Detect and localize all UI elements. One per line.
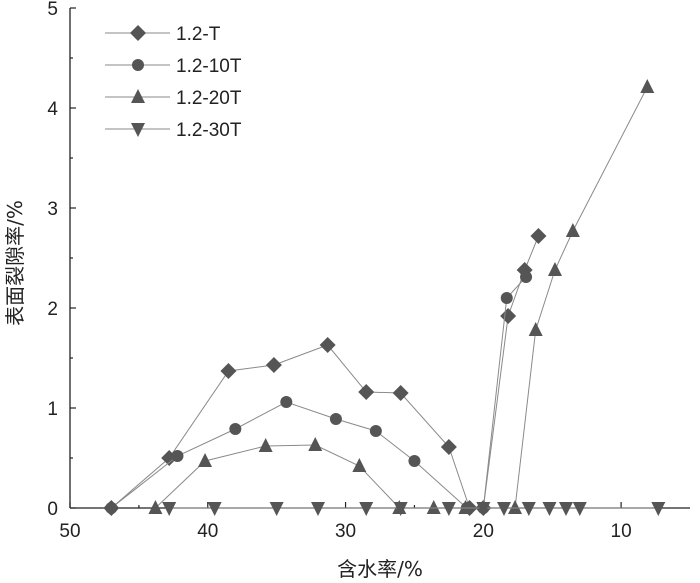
y-tick-label: 3	[47, 199, 58, 220]
data-point	[640, 79, 655, 93]
data-point	[105, 502, 118, 514]
x-tick-label: 10	[611, 521, 632, 542]
data-point	[171, 450, 184, 462]
data-point	[319, 337, 336, 353]
series-line	[111, 235, 539, 509]
data-point	[308, 437, 323, 451]
legend-label: 1.2-30T	[176, 120, 242, 141]
legend-item: 1.2-10T	[105, 56, 242, 77]
data-point	[269, 502, 284, 516]
y-tick-label: 2	[47, 299, 58, 320]
data-point	[207, 502, 222, 516]
series-line	[155, 86, 648, 509]
data-point	[440, 439, 457, 455]
axes: 50 40 30 20 10 0 1 2 3 4 5	[47, 0, 690, 542]
y-tick-label: 4	[47, 99, 58, 120]
data-point	[393, 502, 408, 516]
data-point	[497, 502, 511, 516]
data-point	[369, 425, 382, 437]
data-point	[500, 308, 517, 324]
data-point	[408, 455, 421, 467]
x-tick-label: 40	[197, 521, 218, 542]
data-point	[565, 223, 580, 237]
legend-marker	[131, 123, 145, 137]
data-point	[329, 413, 342, 425]
series-1.2-30T	[162, 502, 666, 516]
x-tick-label: 30	[335, 521, 356, 542]
x-axis-title: 含水率/%	[337, 557, 423, 581]
y-tick-label: 0	[47, 499, 58, 520]
legend-label: 1.2-20T	[176, 88, 242, 109]
data-point	[426, 500, 441, 514]
series-layer	[103, 79, 666, 516]
y-tick-label: 5	[47, 0, 58, 20]
data-point	[528, 322, 543, 336]
data-point	[220, 363, 237, 379]
data-point	[311, 502, 325, 516]
data-point	[508, 500, 523, 514]
data-point	[476, 502, 491, 516]
data-point	[258, 438, 273, 452]
data-point	[547, 262, 562, 276]
data-point	[530, 228, 547, 244]
legend: 1.2-T 1.2-10T 1.2-20T 1.2-30T	[105, 24, 242, 141]
data-point	[392, 385, 409, 401]
x-tick-label: 50	[59, 521, 80, 542]
x-tick-label: 20	[473, 521, 494, 542]
data-point	[542, 502, 557, 516]
data-point	[148, 500, 163, 514]
data-point	[162, 502, 177, 516]
legend-item: 1.2-20T	[105, 88, 242, 109]
data-point	[458, 500, 473, 514]
data-point	[521, 502, 536, 516]
data-point	[280, 396, 293, 408]
legend-item: 1.2-30T	[105, 120, 242, 141]
data-point	[352, 458, 367, 472]
y-tick-label: 1	[47, 399, 58, 420]
data-point	[229, 423, 242, 435]
data-point	[572, 502, 587, 516]
data-point	[265, 357, 282, 373]
data-point	[198, 453, 213, 467]
legend-marker	[132, 59, 144, 71]
legend-item: 1.2-T	[105, 24, 221, 45]
series-1.2-10T	[105, 271, 533, 514]
data-point	[651, 502, 666, 516]
data-point	[559, 502, 573, 516]
data-point	[358, 384, 375, 400]
data-point	[500, 292, 513, 304]
data-point	[520, 271, 533, 283]
series-1.2-T	[103, 228, 547, 516]
y-axis-title: 表面裂隙率/%	[3, 200, 27, 326]
series-line	[111, 276, 527, 509]
legend-marker	[130, 25, 146, 41]
series-1.2-20T	[148, 79, 655, 514]
legend-label: 1.2-T	[176, 24, 221, 45]
data-point	[359, 502, 374, 516]
data-point	[441, 502, 456, 516]
legend-marker	[131, 89, 145, 103]
legend-label: 1.2-10T	[176, 56, 242, 77]
